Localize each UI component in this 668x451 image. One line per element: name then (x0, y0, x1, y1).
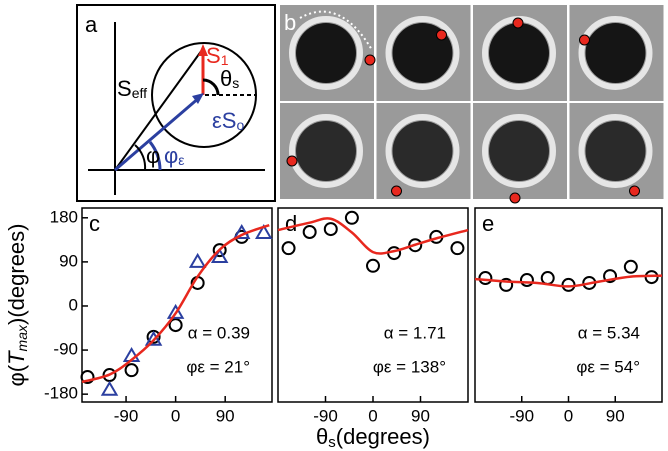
data-point (212, 243, 227, 258)
image-grid (280, 5, 664, 204)
data-point (450, 241, 465, 256)
data-point (281, 241, 296, 256)
panel-label: c (89, 211, 100, 236)
data-point (144, 330, 163, 346)
data-point (232, 224, 251, 239)
label-phi: φ (146, 143, 160, 168)
image-tile (280, 5, 376, 101)
y-tick-label: 90 (59, 251, 78, 270)
data-point (603, 269, 618, 284)
image-tile (280, 103, 374, 199)
image-tile (376, 103, 471, 199)
y-tick-label: 0 (69, 295, 78, 314)
data-point (519, 273, 534, 288)
annotation: α = 5.34 (578, 323, 640, 342)
image-tile (376, 5, 471, 101)
chart: e -90 0 90 α = 5.34 φε = 54° (474, 207, 663, 425)
y-axis-label: φ(Tmax)(degrees) (4, 224, 30, 387)
annotation: φε = 138° (373, 357, 446, 376)
data-point (344, 210, 359, 225)
annotation: φε = 54° (576, 357, 640, 376)
data-point (124, 363, 139, 378)
panel-label: a (85, 12, 98, 37)
x-tick-label: -90 (313, 406, 338, 425)
label-eso: εSo (212, 108, 244, 133)
data-point (188, 252, 207, 268)
data-point (499, 277, 514, 292)
annotation: α = 0.39 (188, 323, 250, 342)
x-tick-label: 0 (564, 406, 573, 425)
charts: c -90 0 90 180 90 0 -90 -180 α = 0.39 φε = 21° φ(Tm… (4, 207, 663, 451)
fit-curve (474, 274, 663, 288)
data-point (166, 303, 185, 319)
position-dot (512, 17, 524, 29)
diagram (88, 22, 265, 195)
panel-label: b (284, 10, 296, 35)
position-dot (364, 54, 376, 66)
fit-curve (81, 223, 270, 384)
position-dot (286, 155, 298, 167)
panel-label: e (482, 211, 494, 236)
y-tick-label: -90 (53, 340, 78, 359)
x-tick-label: 90 (411, 406, 430, 425)
position-dot (509, 192, 521, 204)
data-point (366, 258, 380, 273)
x-tick-label: -90 (114, 406, 139, 425)
label-theta: θs (220, 66, 239, 91)
position-dot (391, 185, 402, 197)
label-phi-eps: φε (164, 143, 185, 168)
panel-label: d (285, 211, 297, 236)
y-tick-label: -180 (44, 384, 78, 403)
x-tick-label: 90 (216, 406, 235, 425)
panel-a-frame (76, 4, 276, 202)
chart: d -90 0 90 α = 1.71 φε = 138° θs(degrees) (277, 207, 469, 451)
data-point (408, 238, 423, 253)
data-point (623, 259, 638, 274)
data-point (210, 248, 229, 263)
plot-frame (474, 207, 663, 403)
annotation: φε = 21° (186, 357, 250, 376)
data-point (254, 224, 273, 239)
position-dot (579, 34, 590, 46)
fit-curve (277, 217, 469, 255)
x-tick-label: -90 (509, 406, 534, 425)
data-point (302, 225, 317, 240)
y-tick-label: 180 (50, 207, 78, 226)
x-tick-label: 90 (606, 406, 625, 425)
label-seff: Seff (117, 76, 147, 101)
chart: c -90 0 90 180 90 0 -90 -180 α = 0.39 φε = 21° φ(Tm… (4, 207, 273, 425)
image-tile (473, 5, 567, 101)
image-tile (569, 5, 664, 101)
annotation: α = 1.71 (384, 323, 446, 342)
x-tick-label: 0 (171, 406, 180, 425)
position-dot (436, 29, 447, 41)
x-axis-label: θs(degrees) (316, 424, 430, 451)
image-tile (569, 103, 664, 199)
data-point (478, 271, 493, 286)
data-point (80, 370, 95, 385)
data-point (168, 318, 183, 333)
label-s1: S1 (206, 43, 229, 68)
data-point (100, 380, 119, 396)
data-point (323, 222, 338, 237)
position-dot (629, 185, 640, 197)
plot-frame (277, 207, 469, 403)
image-tile (473, 103, 567, 204)
x-tick-label: 0 (368, 406, 377, 425)
